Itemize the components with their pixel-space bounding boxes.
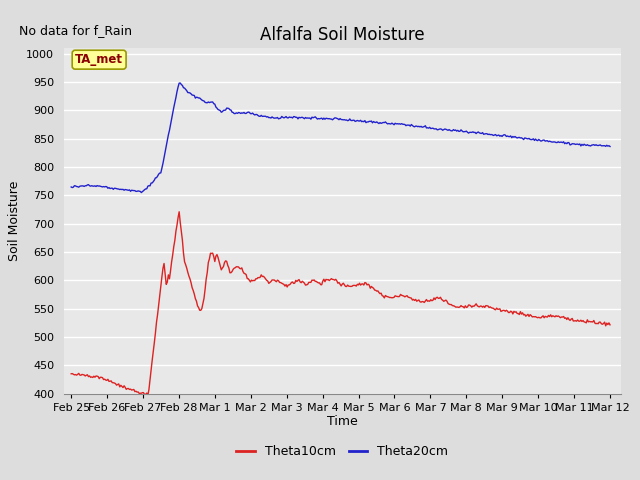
- Legend: Theta10cm, Theta20cm: Theta10cm, Theta20cm: [232, 440, 453, 463]
- Text: TA_met: TA_met: [75, 53, 123, 66]
- X-axis label: Time: Time: [327, 415, 358, 429]
- Title: Alfalfa Soil Moisture: Alfalfa Soil Moisture: [260, 25, 425, 44]
- Y-axis label: Soil Moisture: Soil Moisture: [8, 180, 20, 261]
- Text: No data for f_Rain: No data for f_Rain: [19, 24, 132, 37]
